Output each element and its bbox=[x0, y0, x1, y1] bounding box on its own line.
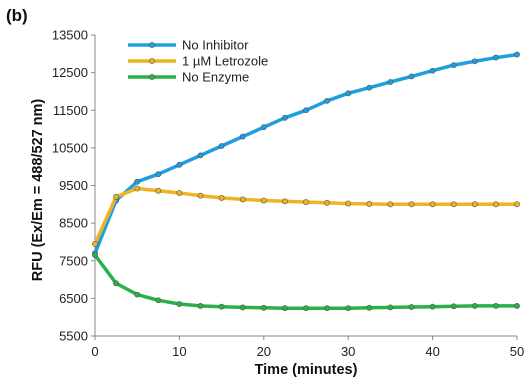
data-point bbox=[324, 97, 330, 104]
data-point bbox=[492, 302, 499, 309]
y-axis-title: RFU (Ex/Em = 488/527 nm) bbox=[30, 99, 46, 282]
x-tick-label: 10 bbox=[172, 344, 186, 359]
y-tick-label: 6500 bbox=[59, 291, 88, 306]
data-point bbox=[366, 84, 373, 91]
data-point bbox=[218, 303, 225, 310]
legend-label: 1 µM Letrozole bbox=[182, 54, 268, 69]
legend-marker bbox=[149, 74, 155, 80]
data-point bbox=[450, 303, 457, 310]
data-point bbox=[471, 302, 478, 309]
legend-marker bbox=[149, 58, 155, 64]
y-tick-label: 12500 bbox=[52, 65, 88, 80]
y-tick-label: 13500 bbox=[52, 28, 88, 43]
data-point bbox=[176, 161, 183, 168]
y-tick-label: 9500 bbox=[59, 178, 88, 193]
legend-label: No Inhibitor bbox=[182, 38, 249, 53]
series-layer bbox=[92, 51, 520, 312]
data-point bbox=[218, 143, 225, 149]
data-point bbox=[155, 297, 162, 304]
data-point bbox=[514, 302, 520, 309]
data-point bbox=[408, 304, 415, 310]
y-tick-labels: 5500 6500 7500 8500 9500 10500 11500 12500 13500 bbox=[52, 28, 88, 344]
x-tick-label: 50 bbox=[510, 344, 524, 359]
x-tick-label: 40 bbox=[425, 344, 439, 359]
axes bbox=[91, 34, 518, 340]
y-tick-label: 5500 bbox=[59, 329, 88, 344]
data-point bbox=[155, 171, 162, 178]
data-point bbox=[134, 178, 141, 185]
series-0 bbox=[92, 51, 520, 257]
data-point bbox=[429, 201, 436, 208]
data-point bbox=[366, 201, 373, 207]
data-point bbox=[387, 79, 394, 85]
data-point bbox=[408, 73, 415, 80]
data-point bbox=[92, 252, 98, 259]
data-point bbox=[260, 124, 267, 131]
data-point bbox=[471, 58, 478, 65]
x-tick-label: 0 bbox=[91, 344, 98, 359]
data-point bbox=[197, 302, 204, 309]
data-point bbox=[92, 240, 98, 247]
data-point bbox=[450, 62, 457, 68]
data-point bbox=[239, 196, 246, 203]
data-point bbox=[324, 305, 330, 312]
data-point bbox=[303, 199, 309, 205]
series-line bbox=[93, 186, 517, 245]
data-point bbox=[113, 280, 119, 287]
data-point bbox=[155, 187, 162, 194]
panel-label: (b) bbox=[6, 6, 28, 25]
x-tick-label: 20 bbox=[257, 344, 271, 359]
data-point bbox=[281, 198, 288, 205]
data-point bbox=[514, 51, 520, 58]
x-tick-label: 30 bbox=[341, 344, 355, 359]
data-point bbox=[134, 185, 141, 192]
y-tick-label: 7500 bbox=[59, 253, 88, 268]
data-point bbox=[366, 304, 373, 311]
y-tick-label: 8500 bbox=[59, 216, 88, 231]
data-point bbox=[239, 133, 246, 140]
data-point bbox=[197, 152, 204, 159]
series-2 bbox=[92, 252, 520, 312]
data-point bbox=[176, 190, 183, 196]
data-point bbox=[429, 303, 436, 310]
data-point bbox=[260, 304, 267, 311]
y-tick-label: 11500 bbox=[53, 103, 88, 118]
data-point bbox=[134, 291, 141, 298]
data-point bbox=[408, 201, 415, 208]
legend-label: No Enzyme bbox=[182, 70, 249, 85]
data-point bbox=[345, 200, 352, 207]
data-point bbox=[471, 201, 478, 208]
data-point bbox=[387, 304, 394, 311]
data-point bbox=[450, 201, 457, 208]
data-point bbox=[239, 304, 246, 311]
data-point bbox=[197, 192, 204, 199]
data-point bbox=[281, 305, 288, 312]
data-point bbox=[387, 201, 394, 208]
x-axis-title: Time (minutes) bbox=[255, 362, 358, 378]
data-point bbox=[113, 193, 119, 200]
y-tick-label: 10500 bbox=[52, 140, 88, 155]
data-point bbox=[303, 305, 309, 312]
data-point bbox=[324, 199, 330, 206]
data-point bbox=[303, 107, 309, 114]
data-point bbox=[345, 90, 352, 97]
data-point bbox=[514, 201, 520, 208]
data-point bbox=[281, 114, 288, 121]
data-point bbox=[345, 305, 352, 312]
data-point bbox=[492, 201, 499, 208]
series-line bbox=[93, 52, 518, 254]
data-point bbox=[218, 195, 225, 201]
data-point bbox=[429, 67, 436, 74]
x-tick-labels: 0 10 20 30 40 50 bbox=[91, 344, 524, 359]
legend-marker bbox=[149, 42, 155, 48]
data-point bbox=[260, 197, 267, 204]
data-point bbox=[492, 54, 499, 61]
series-1 bbox=[92, 185, 520, 247]
data-point bbox=[176, 301, 183, 307]
